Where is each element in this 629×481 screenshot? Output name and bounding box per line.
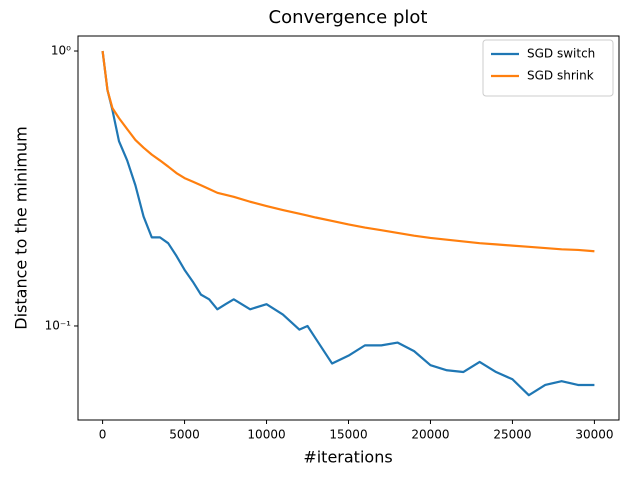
y-tick-label: 10⁻¹ [45, 318, 72, 332]
x-tick-label: 20000 [411, 428, 449, 442]
x-axis-label: #iterations [303, 448, 392, 467]
x-tick-label: 15000 [329, 428, 367, 442]
series-line [101, 50, 595, 253]
y-axis-label: Distance to the minimum [12, 126, 31, 329]
x-tick-label: 5000 [169, 428, 200, 442]
x-tick-label: 0 [99, 428, 107, 442]
chart-title: Convergence plot [269, 7, 428, 28]
x-tick-label: 30000 [575, 428, 613, 442]
legend: SGD switch SGD shrink [482, 39, 614, 97]
x-tick-label: 25000 [493, 428, 531, 442]
x-tick-label: 10000 [247, 428, 285, 442]
legend-label: SGD switch [527, 47, 595, 61]
y-tick-label: 10⁰ [51, 44, 71, 58]
series-line [101, 50, 595, 397]
legend-label: SGD shrink [527, 69, 594, 83]
